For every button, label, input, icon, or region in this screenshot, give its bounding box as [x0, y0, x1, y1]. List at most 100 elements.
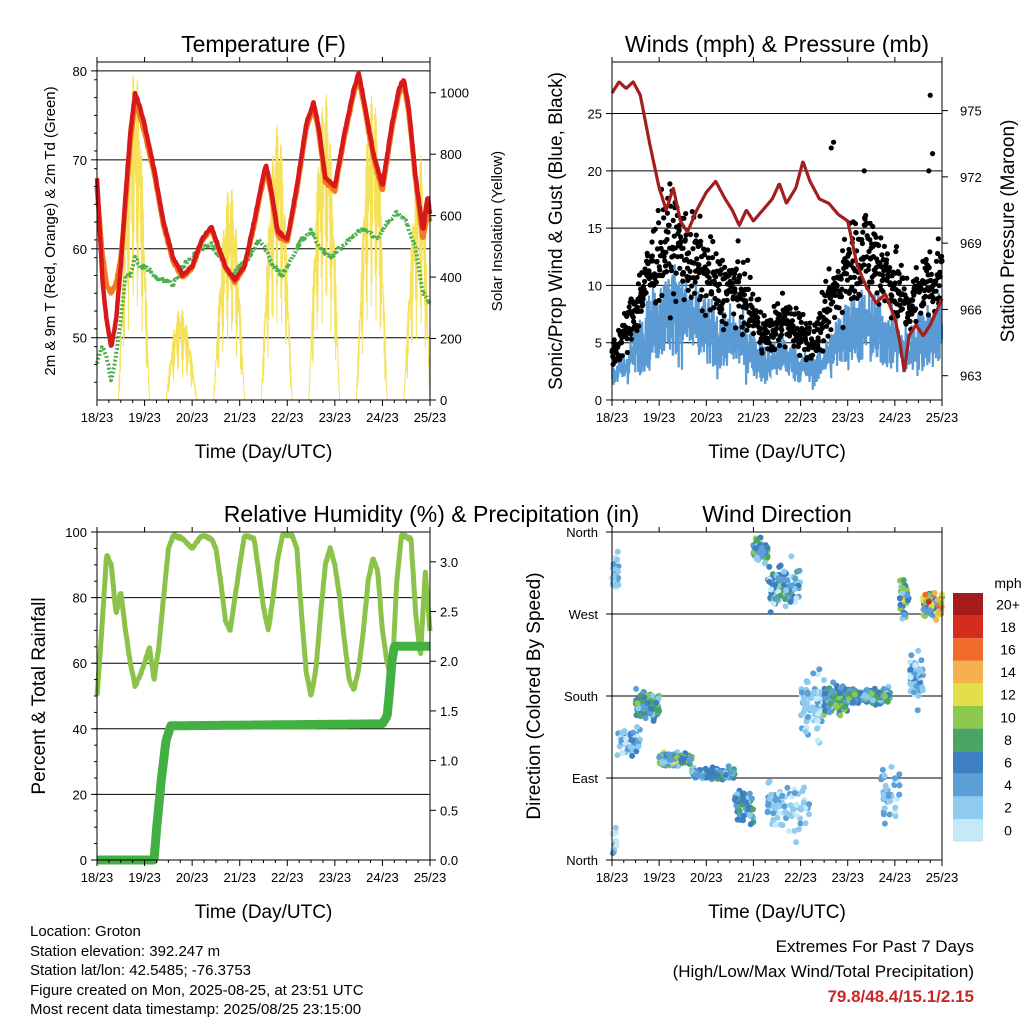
direction-point: [800, 698, 807, 705]
legend-swatch: [953, 819, 983, 842]
gust-point: [642, 278, 648, 284]
gust-point: [898, 262, 904, 268]
y2-tick-label: 972: [960, 170, 982, 185]
gust-point: [926, 168, 932, 174]
direction-point: [837, 712, 844, 719]
gust-point: [666, 222, 672, 228]
gust-point: [815, 342, 821, 348]
legend-label: 8: [1004, 732, 1012, 748]
gust-point: [859, 240, 866, 247]
gust-point: [697, 213, 703, 219]
x-tick-label: 25/23: [414, 410, 447, 425]
x-axis-label: Time (Day/UTC): [708, 902, 846, 923]
direction-point: [766, 578, 773, 585]
gust-point: [724, 297, 730, 303]
direction-point: [828, 689, 835, 696]
gust-point: [711, 305, 717, 311]
direction-point: [788, 553, 795, 560]
x-tick-label: 18/23: [81, 870, 114, 885]
gust-point: [680, 278, 686, 284]
gust-point: [807, 320, 813, 326]
y-tick-label: 80: [73, 591, 87, 606]
direction-point: [764, 544, 771, 551]
direction-point: [706, 769, 713, 775]
x-tick-label: 23/23: [319, 410, 352, 425]
y2-tick-label: 2.5: [440, 605, 458, 620]
legend-label: 2: [1004, 800, 1012, 816]
gust-point: [721, 313, 727, 319]
gust-point: [658, 239, 664, 245]
gust-point: [844, 271, 850, 277]
gust-point: [834, 283, 840, 289]
gust-point: [892, 280, 898, 286]
direction-point: [686, 757, 693, 763]
direction-point: [752, 545, 759, 552]
gust-point: [793, 305, 799, 311]
gust-point: [914, 276, 920, 282]
y2-tick-label: 963: [960, 369, 982, 384]
gust-point: [819, 325, 826, 331]
x-tick-label: 20/23: [690, 410, 723, 425]
gust-point: [771, 303, 777, 309]
gust-point: [708, 234, 714, 240]
gust-point: [863, 212, 869, 219]
x-tick-label: 24/23: [366, 410, 399, 425]
direction-point: [851, 691, 858, 698]
x-axis-label: Time (Day/UTC): [195, 902, 333, 923]
y2-tick-label: 969: [960, 236, 982, 251]
y2-tick-label: 800: [440, 147, 462, 162]
legend-swatch: [953, 638, 983, 661]
station-latlon: Station lat/lon: 42.5485; -76.3753: [30, 962, 252, 979]
gust-point: [838, 294, 845, 300]
x-tick-label: 18/23: [596, 870, 629, 885]
gust-point: [705, 247, 711, 253]
gust-point: [715, 298, 721, 304]
direction-point: [802, 820, 809, 827]
direction-point: [798, 712, 804, 719]
gust-point: [907, 318, 913, 324]
gust-point: [821, 338, 827, 344]
gust-point: [826, 266, 832, 272]
direction-point: [714, 772, 720, 779]
chart-title: Winds (mph) & Pressure (mb): [625, 31, 929, 57]
y-tick-label: North: [566, 525, 598, 540]
gust-point: [735, 259, 741, 265]
gust-point: [699, 287, 705, 293]
y2-axis-label: Solar Insolation (Yellow): [489, 151, 506, 311]
gust-point: [904, 275, 910, 281]
direction-point: [793, 812, 800, 819]
direction-point: [938, 600, 945, 607]
gust-point: [678, 234, 684, 240]
direction-point: [881, 693, 888, 700]
x-tick-label: 19/23: [128, 410, 161, 425]
legend-unit: mph: [994, 575, 1021, 591]
gust-point: [873, 234, 879, 240]
gust-point: [665, 229, 671, 235]
y-tick-label: 20: [73, 787, 87, 802]
direction-point: [881, 772, 888, 779]
gust-point: [720, 327, 727, 333]
gust-point: [800, 311, 806, 318]
gust-point: [927, 92, 933, 98]
gust-point: [701, 252, 708, 258]
direction-point: [678, 756, 685, 763]
gust-point: [668, 264, 674, 270]
gust-point: [689, 209, 695, 215]
direction-point: [736, 807, 743, 814]
direction-point: [635, 705, 642, 712]
gust-point: [624, 336, 630, 342]
speed-legend: mph 20+ 18 16 14 12 10 8 6 4 2 0: [953, 575, 1022, 842]
gust-point: [851, 274, 858, 280]
direction-point: [783, 587, 790, 594]
gust-point: [630, 314, 636, 320]
gust-point: [702, 312, 709, 318]
direction-point: [785, 811, 792, 818]
direction-point: [814, 725, 820, 732]
gust-point: [673, 270, 679, 276]
gust-point: [611, 337, 617, 343]
gust-point: [618, 340, 625, 346]
direction-point: [770, 816, 777, 823]
gust-point: [661, 215, 667, 221]
direction-point: [619, 750, 626, 756]
